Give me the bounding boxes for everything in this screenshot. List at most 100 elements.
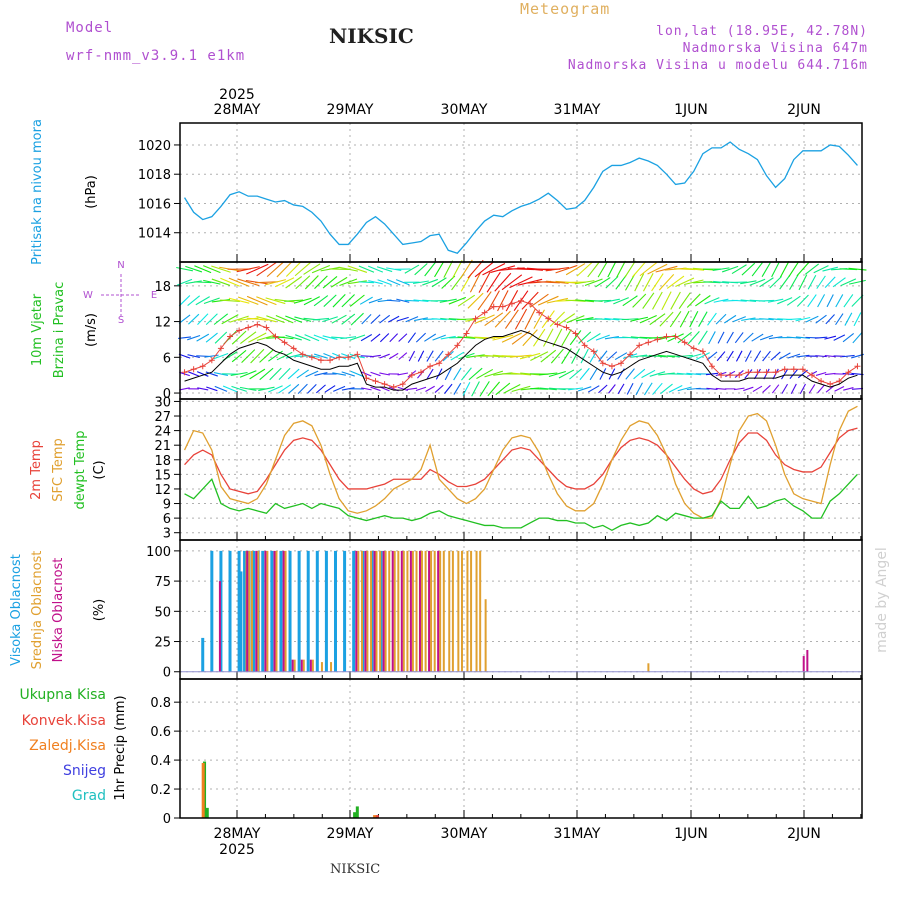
wind-arrow (826, 294, 834, 308)
t2m-axis-label: 2m Temp (29, 440, 44, 500)
wind-arrow (598, 384, 608, 394)
wind-arrow (824, 372, 836, 376)
wind-arrow (408, 350, 416, 362)
wind-arrow (293, 297, 312, 304)
gust-marker (854, 363, 861, 370)
mid-cloud-bar (451, 550, 454, 672)
wind-arrow (440, 317, 457, 321)
y-tick-label: 18 (154, 280, 171, 295)
wind-arrow (294, 262, 311, 277)
wind-arrow (376, 266, 393, 273)
wind-arrow (269, 367, 282, 381)
wind-arrow (724, 314, 737, 324)
wind-arrow (358, 281, 375, 284)
gust-marker (599, 360, 606, 367)
wind-arrow (424, 333, 437, 342)
wind-arrow (604, 335, 619, 340)
gust-marker (508, 300, 515, 307)
wind-arrow (285, 315, 303, 323)
model-name: wrf-nmm_v3.9.1 e1km (66, 48, 246, 64)
wind-arrow (839, 268, 858, 271)
wind-arrow (586, 333, 601, 343)
wind-arrow (197, 387, 209, 391)
wind-arrow (249, 368, 266, 380)
wind-arrow (333, 385, 346, 392)
model-elevation-label: Nadmorska Visina u modelu 644.716m (567, 58, 868, 73)
wind-arrow (565, 299, 586, 302)
wind-arrow (741, 317, 756, 322)
wind-arrow (231, 349, 247, 363)
wind-arrow (450, 351, 465, 361)
wind-arrow (397, 372, 409, 376)
mid-cloud-bar (457, 550, 460, 672)
wind-arrow (246, 295, 268, 306)
wind-arrow (735, 350, 743, 362)
wind-arrow (237, 278, 260, 287)
low-cloud-bar (309, 659, 312, 672)
gust-marker (481, 309, 488, 316)
wind-arrow (434, 350, 444, 362)
wind-arrow (781, 368, 789, 380)
wind-arrow (265, 297, 286, 305)
wind-arrow (361, 313, 372, 325)
wind-arrow (497, 290, 509, 312)
wind-arrow (569, 368, 583, 380)
wind-arrow (268, 385, 283, 393)
wind-arrow (594, 299, 612, 302)
gust-marker (381, 381, 388, 388)
wind-arrow (796, 294, 809, 307)
wind-arrow (483, 336, 505, 339)
wind-arrow (599, 368, 607, 380)
wind-arrow (275, 314, 294, 324)
wind-arrow (789, 368, 799, 379)
wind-arrow (687, 331, 700, 345)
wind-arrow (771, 261, 781, 278)
wind-arrow (255, 281, 278, 284)
wind-arrow (398, 352, 408, 360)
wind-arrow (185, 280, 202, 285)
low-cloud-bar (264, 550, 267, 672)
wind-arrow (789, 274, 799, 290)
high-cloud-bar (333, 550, 337, 672)
gust-marker (672, 333, 679, 340)
mid-cloud-bar (360, 550, 363, 672)
wind-arrow (546, 280, 569, 284)
wind-arrow (759, 318, 774, 321)
gust-marker (636, 342, 643, 349)
gust-marker (436, 360, 443, 367)
wind-arrow (398, 333, 408, 342)
wind-axis-label-2: Brzina i Pravac (52, 282, 67, 379)
wind-arrow (777, 297, 793, 305)
wind-arrow (704, 297, 720, 305)
wind-arrow (587, 261, 601, 278)
gust-marker (299, 351, 306, 358)
wind-arrow (476, 368, 494, 380)
wind-arrow (608, 384, 616, 394)
mid-cloud-bar (402, 550, 405, 672)
precip-axis-label: 1hr Precip (mm) (113, 695, 128, 800)
wind-arrow (228, 277, 250, 287)
wind-arrow (246, 317, 268, 321)
wind-arrow (396, 298, 410, 303)
sfc-axis-label: SFC Temp (51, 438, 66, 502)
wind-arrow (595, 334, 610, 341)
high-cloud-bar (279, 550, 283, 672)
wind-arrow (221, 314, 239, 325)
gust-marker (745, 369, 752, 376)
wind-arrow (851, 387, 864, 390)
wind-arrow (503, 384, 521, 394)
wind-arrow (440, 335, 456, 340)
y-tick-label: 18 (154, 454, 171, 469)
compass-south: S (118, 315, 124, 326)
total-precip-bar (353, 812, 357, 818)
wind-arrow (539, 387, 557, 391)
gust-marker (772, 369, 779, 376)
wind-arrow (788, 261, 800, 278)
wind-arrow (539, 372, 558, 376)
low-cloud-bar (391, 550, 394, 672)
low-cloud-bar (300, 659, 303, 672)
wind-arrow (843, 387, 854, 391)
mid-cloud-bar (320, 662, 323, 672)
wind-arrow (205, 332, 218, 343)
y-tick-label: 1016 (138, 197, 171, 212)
